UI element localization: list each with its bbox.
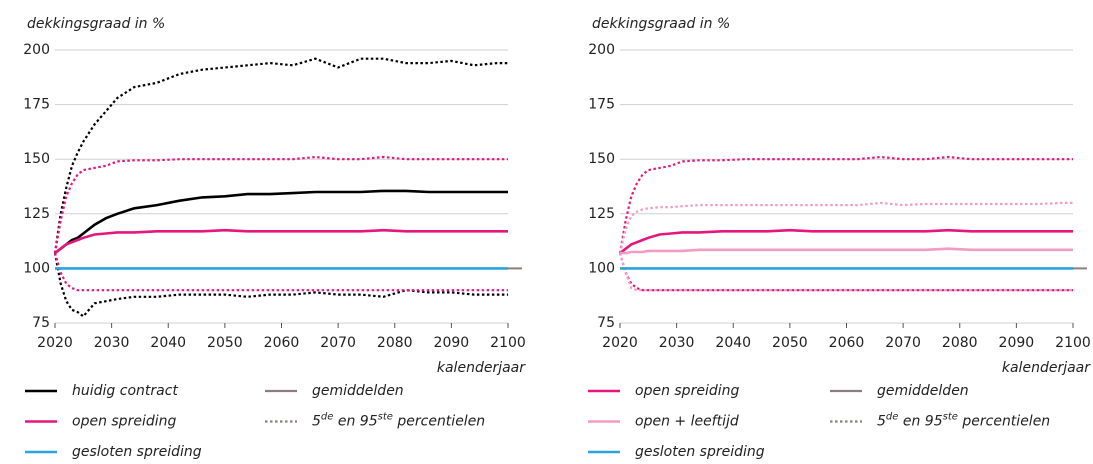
legend-label-part: en 95 xyxy=(898,414,942,430)
legend-label: huidig contract xyxy=(72,383,178,399)
y-tick-label: 125 xyxy=(588,206,615,222)
series-line xyxy=(620,247,1073,255)
x-tick-label: 2100 xyxy=(1055,335,1091,351)
legend-label: 5de en 95ste percentielen xyxy=(877,412,1050,430)
legend-label: 5de en 95ste percentielen xyxy=(312,412,485,430)
x-tick-label: 2080 xyxy=(942,335,978,351)
percentile-5-line xyxy=(53,252,508,292)
x-tick-label: 2040 xyxy=(150,335,186,351)
y-tick-label: 150 xyxy=(23,151,50,167)
percentile-5-line xyxy=(53,252,508,318)
legend-label: gesloten spreiding xyxy=(72,444,202,460)
y-tick-label: 75 xyxy=(32,315,50,331)
y-tick-label: 100 xyxy=(23,260,50,276)
series-line xyxy=(619,228,1073,255)
x-tick-label: 2060 xyxy=(264,335,300,351)
legend-label: gemiddelden xyxy=(312,383,404,399)
x-tick-label: 2100 xyxy=(490,335,526,351)
x-tick-label: 2090 xyxy=(999,335,1035,351)
y-tick-label: 175 xyxy=(23,97,50,113)
x-axis-title: kalenderjaar xyxy=(437,360,526,376)
y-tick-label: 125 xyxy=(23,206,50,222)
x-tick-label: 2070 xyxy=(885,335,921,351)
legend-label: open spreiding xyxy=(72,414,176,430)
x-tick-label: 2070 xyxy=(320,335,356,351)
percentile-5-line xyxy=(618,252,1073,292)
y-tick-label: 200 xyxy=(23,42,50,58)
percentile-95-line xyxy=(618,201,1073,254)
legend-label-part: de xyxy=(321,412,334,423)
legend-label: open spreiding xyxy=(635,383,739,399)
x-tick-label: 2050 xyxy=(772,335,808,351)
percentile-5-line xyxy=(618,252,1073,292)
x-tick-label: 2060 xyxy=(829,335,865,351)
legend-label-part: percentielen xyxy=(958,414,1050,430)
y-axis-title: dekkingsgraad in % xyxy=(27,16,165,32)
x-tick-label: 2080 xyxy=(377,335,413,351)
legend-label: gesloten spreiding xyxy=(635,444,765,460)
legend-label-part: 5 xyxy=(312,414,321,430)
legend-label-part: en 95 xyxy=(333,414,377,430)
y-axis-title: dekkingsgraad in % xyxy=(592,16,730,32)
percentile-95-line xyxy=(53,155,508,254)
y-tick-label: 175 xyxy=(588,97,615,113)
legend-label-part: 5 xyxy=(877,414,886,430)
x-tick-label: 2040 xyxy=(715,335,751,351)
x-tick-label: 2030 xyxy=(659,335,695,351)
percentile-95-line xyxy=(53,57,508,254)
series-line xyxy=(54,228,508,255)
x-tick-label: 2020 xyxy=(37,335,73,351)
legend-label-part: de xyxy=(886,412,899,423)
y-tick-label: 200 xyxy=(588,42,615,58)
x-tick-label: 2090 xyxy=(434,335,470,351)
legend-label: open + leeftijd xyxy=(635,414,739,430)
legend-label-part: ste xyxy=(378,412,393,423)
x-tick-label: 2030 xyxy=(94,335,130,351)
y-tick-label: 100 xyxy=(588,260,615,276)
legend-label-part: percentielen xyxy=(393,414,485,430)
x-axis-title: kalenderjaar xyxy=(1002,360,1091,376)
x-tick-label: 2020 xyxy=(602,335,638,351)
legend-label: gemiddelden xyxy=(877,383,969,399)
y-tick-label: 150 xyxy=(588,151,615,167)
series-line xyxy=(54,189,508,255)
x-tick-label: 2050 xyxy=(207,335,243,351)
y-tick-label: 75 xyxy=(597,315,615,331)
legend-label-part: ste xyxy=(943,412,958,423)
